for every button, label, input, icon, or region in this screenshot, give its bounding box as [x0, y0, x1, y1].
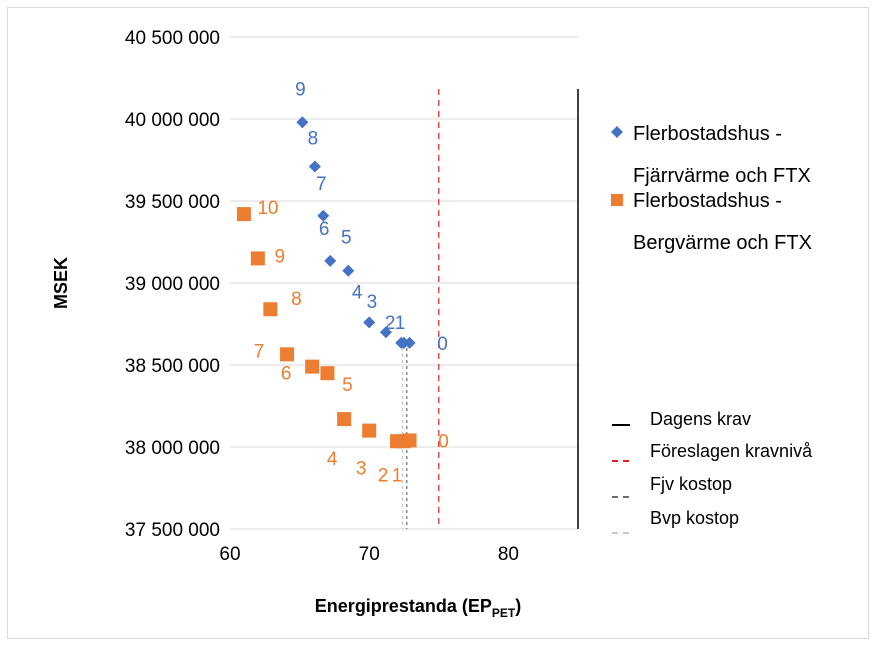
- data-label-fjarrvarme-5: 5: [341, 228, 352, 249]
- data-label-bergvarme-2: 2: [378, 465, 389, 486]
- data-label-fjarrvarme-2: 2: [385, 313, 396, 334]
- chart-frame: [7, 7, 869, 639]
- y-tick-label: 38 000 000: [125, 438, 220, 459]
- data-label-fjarrvarme-9: 9: [295, 79, 306, 100]
- point-bergvarme-7: [280, 347, 295, 362]
- data-label-bergvarme-7: 7: [254, 341, 265, 362]
- legend-label-bergvarme-line2: Bergvärme och FTX: [633, 232, 812, 254]
- x-tick-label: 80: [498, 544, 519, 565]
- point-fjarrvarme-5: [342, 264, 355, 277]
- data-points: [236, 116, 417, 449]
- data-label-bergvarme-9: 9: [275, 246, 286, 267]
- data-label-fjarrvarme-4: 4: [352, 282, 363, 303]
- data-label-fjarrvarme-0: 0: [437, 334, 448, 355]
- y-tick-label: 40 000 000: [125, 110, 220, 131]
- point-bergvarme-5: [320, 366, 335, 381]
- y-tick-label: 39 500 000: [125, 192, 220, 213]
- legend-marker-bergvarme: [611, 194, 623, 206]
- y-tick-label: 37 500 000: [125, 520, 220, 541]
- point-bergvarme-4: [337, 412, 352, 427]
- y-axis-title: MSEK: [51, 257, 71, 309]
- x-tick-labels: 60 70 80: [219, 544, 519, 565]
- legend-marker-fjarrvarme: [611, 126, 623, 138]
- data-label-bergvarme-8: 8: [291, 289, 302, 310]
- data-label-bergvarme-4: 4: [327, 449, 338, 470]
- y-tick-label: 40 500 000: [125, 28, 220, 49]
- y-tick-labels: 37 500 000 38 000 000 38 500 000 39 000 000…: [125, 28, 220, 541]
- legend-label-dagens-krav: Dagens krav: [650, 409, 751, 429]
- legend-label-bvp-kostop: Bvp kostop: [650, 508, 739, 528]
- point-bergvarme-6: [305, 359, 320, 374]
- legend-label-bergvarme-line1: Flerbostadshus -: [633, 190, 782, 212]
- point-bergvarme-9: [250, 251, 265, 266]
- y-tick-label: 38 500 000: [125, 356, 220, 377]
- x-tick-label: 60: [219, 544, 240, 565]
- data-label-fjarrvarme-8: 8: [308, 129, 319, 150]
- point-fjarrvarme-3: [379, 326, 392, 339]
- point-bergvarme-8: [263, 302, 278, 317]
- x-axis-title: Energiprestanda (EPPET): [315, 596, 521, 620]
- legend-label-fjv-kostop: Fjv kostop: [650, 474, 732, 494]
- legend-label-fjarrvarme-line1: Flerbostadshus -: [633, 123, 782, 145]
- x-axis-title-end: ): [515, 596, 521, 616]
- data-label-fjarrvarme-6: 6: [319, 219, 330, 240]
- data-label-bergvarme-1: 1: [392, 465, 403, 486]
- x-axis-title-main: Energiprestanda (EP: [315, 596, 492, 616]
- data-label-fjarrvarme-1: 1: [395, 313, 406, 334]
- point-bergvarme-2: [390, 434, 405, 449]
- point-fjarrvarme-2: [395, 336, 408, 349]
- x-tick-label: 70: [359, 544, 380, 565]
- y-tick-label: 39 000 000: [125, 274, 220, 295]
- legend-label-fjarrvarme-line2: Fjärrvärme och FTX: [633, 165, 811, 187]
- point-fjarrvarme-8: [308, 160, 321, 173]
- data-label-bergvarme-0: 0: [438, 431, 449, 452]
- data-label-bergvarme-3: 3: [356, 459, 367, 480]
- data-label-fjarrvarme-3: 3: [367, 292, 378, 313]
- legend: Flerbostadshus - Fjärrvärme och FTX Fler…: [611, 123, 813, 534]
- point-fjarrvarme-7: [317, 209, 330, 222]
- data-label-bergvarme-10: 10: [257, 198, 278, 219]
- data-label-bergvarme-6: 6: [281, 364, 292, 385]
- grid-lines: [230, 36, 578, 530]
- reference-lines: [402, 89, 579, 529]
- point-fjarrvarme-4: [363, 316, 376, 329]
- point-fjarrvarme-6: [324, 254, 337, 267]
- legend-label-foreslagen: Föreslagen kravnivå: [650, 441, 813, 461]
- point-bergvarme-3: [362, 423, 377, 438]
- data-label-bergvarme-5: 5: [342, 375, 353, 396]
- point-fjarrvarme-9: [296, 116, 309, 129]
- data-label-fjarrvarme-7: 7: [316, 174, 327, 195]
- x-axis-title-sub: PET: [492, 606, 516, 620]
- point-bergvarme-10: [236, 207, 251, 222]
